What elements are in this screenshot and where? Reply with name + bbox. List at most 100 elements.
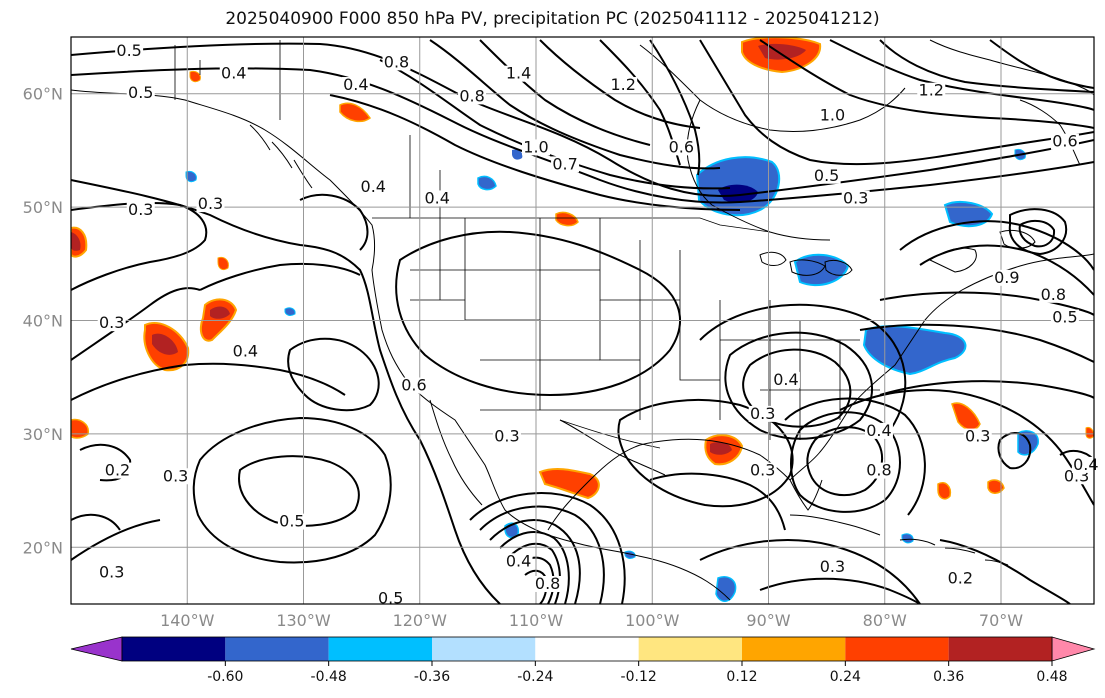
map-frame — [70, 36, 1095, 605]
colorbar-segment — [535, 637, 639, 661]
longitude-labels: 140°W 130°W 120°W 110°W 100°W 90°W 80°W 70°W — [160, 611, 1023, 630]
contour-label: 0.8 — [459, 86, 484, 105]
lat-tick-label: 20°N — [23, 538, 63, 557]
lon-tick-label: 70°W — [979, 611, 1023, 630]
contour-label-background — [504, 65, 533, 82]
contour-label-background — [161, 468, 190, 485]
contour-label-background — [196, 196, 225, 213]
lon-tick-label: 140°W — [160, 611, 215, 630]
lon-tick-label: 120°W — [393, 611, 448, 630]
contour-label-background — [277, 513, 306, 530]
contour-label: 0.4 — [506, 551, 531, 570]
contour-label: 0.3 — [99, 563, 124, 582]
contour-label: 0.2 — [105, 461, 130, 480]
colorbar-segment — [638, 637, 742, 661]
contour-label: 0.3 — [128, 200, 153, 219]
pv-contours — [71, 39, 1094, 604]
contour-label: 0.4 — [361, 177, 386, 196]
contour-label-background — [818, 558, 847, 575]
colorbar-extend-low — [70, 636, 123, 662]
colorbar-segment — [845, 637, 949, 661]
contour-label: 0.5 — [378, 589, 403, 608]
contour-label: 0.4 — [233, 342, 258, 361]
contour-label-background — [504, 553, 533, 570]
colorbar-segment — [122, 637, 226, 661]
contour-label: 1.2 — [919, 81, 944, 100]
lat-tick-label: 50°N — [23, 198, 63, 217]
colorbar-tick-label: -0.36 — [414, 669, 450, 685]
contour-label: 0.3 — [965, 427, 990, 446]
contour-label: 0.8 — [1041, 285, 1066, 304]
contour-label: 0.3 — [750, 461, 775, 480]
contour-label: 0.3 — [750, 404, 775, 423]
coastlines — [71, 39, 1094, 601]
colorbar-tick-label: 0.36 — [933, 669, 964, 685]
contour-label: 0.4 — [424, 188, 449, 207]
contour-label: 0.4 — [221, 64, 246, 83]
lon-tick-label: 110°W — [509, 611, 564, 630]
contour-label-background — [382, 54, 411, 71]
contour-label: 1.4 — [506, 64, 531, 83]
contour-label-background — [341, 77, 370, 94]
colorbar: -0.60 -0.48 -0.36 -0.24 -0.12 0.12 0.24 0.36 0.4… — [70, 636, 1096, 685]
contour-label-background — [97, 315, 126, 332]
colorbar-tick-label: 0.48 — [1036, 669, 1067, 685]
contour-label-background — [126, 201, 155, 218]
contour-label-background — [115, 43, 144, 60]
colorbar-segment — [742, 637, 846, 661]
lon-tick-label: 100°W — [625, 611, 680, 630]
contour-label-background — [399, 377, 428, 394]
contour-label: 0.3 — [99, 313, 124, 332]
contour-label-background — [1050, 133, 1079, 150]
contour-label-background — [492, 428, 521, 445]
contour-label: 0.3 — [494, 427, 519, 446]
contour-label: 1.2 — [610, 75, 635, 94]
colorbar-tick-label: -0.60 — [207, 669, 243, 685]
contour-label-background — [812, 167, 841, 184]
contour-label-background — [126, 84, 155, 101]
contour-label-background — [522, 139, 550, 156]
contour-labels: 0.50.50.40.80.40.81.41.21.00.70.61.01.20… — [97, 41, 1100, 608]
colorbar-tick-label: 0.12 — [726, 669, 757, 685]
colorbar-tick-label: -0.12 — [621, 669, 657, 685]
contour-label-background — [376, 590, 405, 607]
contour-label: 0.4 — [773, 370, 798, 389]
contour-label: 0.7 — [552, 154, 577, 173]
contour-label-background — [219, 65, 248, 82]
contour-label-background — [103, 462, 132, 479]
contour-label: 0.9 — [994, 268, 1019, 287]
contour-label: 0.3 — [163, 466, 188, 485]
contour-label-background — [609, 77, 638, 94]
contour-label-background — [946, 570, 975, 587]
contour-label-background — [231, 343, 260, 360]
contour-label-background — [458, 88, 487, 105]
contour-label: 0.4 — [1073, 455, 1098, 474]
contour-label-background — [667, 139, 696, 156]
contour-label-background — [359, 179, 388, 196]
contour-label: 0.6 — [669, 137, 694, 156]
contour-label-background — [97, 564, 126, 581]
contour-label: 0.3 — [843, 188, 868, 207]
contour-label-background — [963, 428, 992, 445]
contour-label-background — [818, 107, 847, 124]
colorbar-segment — [328, 637, 432, 661]
contour-label: 0.4 — [866, 421, 891, 440]
map-title: 2025040900 F000 850 hPa PV, precipitatio… — [225, 9, 880, 29]
contour-label-background — [864, 462, 893, 479]
lat-tick-label: 30°N — [23, 425, 63, 444]
contour-label-background — [864, 422, 893, 439]
colorbar-outline — [121, 636, 1053, 662]
lon-tick-label: 130°W — [276, 611, 331, 630]
lon-tick-label: 80°W — [863, 611, 907, 630]
latitude-labels: 20°N 30°N 40°N 50°N 60°N — [23, 85, 63, 558]
contour-label-background — [551, 156, 580, 173]
contour-label-background — [1039, 286, 1068, 303]
contour-label-background — [771, 371, 800, 388]
contour-label: 0.3 — [198, 194, 223, 213]
colorbar-segment — [225, 637, 329, 661]
contour-label: 0.5 — [279, 512, 304, 531]
contour-label-background — [841, 190, 870, 207]
contour-label: 0.6 — [401, 376, 426, 395]
contour-label: 0.5 — [116, 41, 141, 60]
